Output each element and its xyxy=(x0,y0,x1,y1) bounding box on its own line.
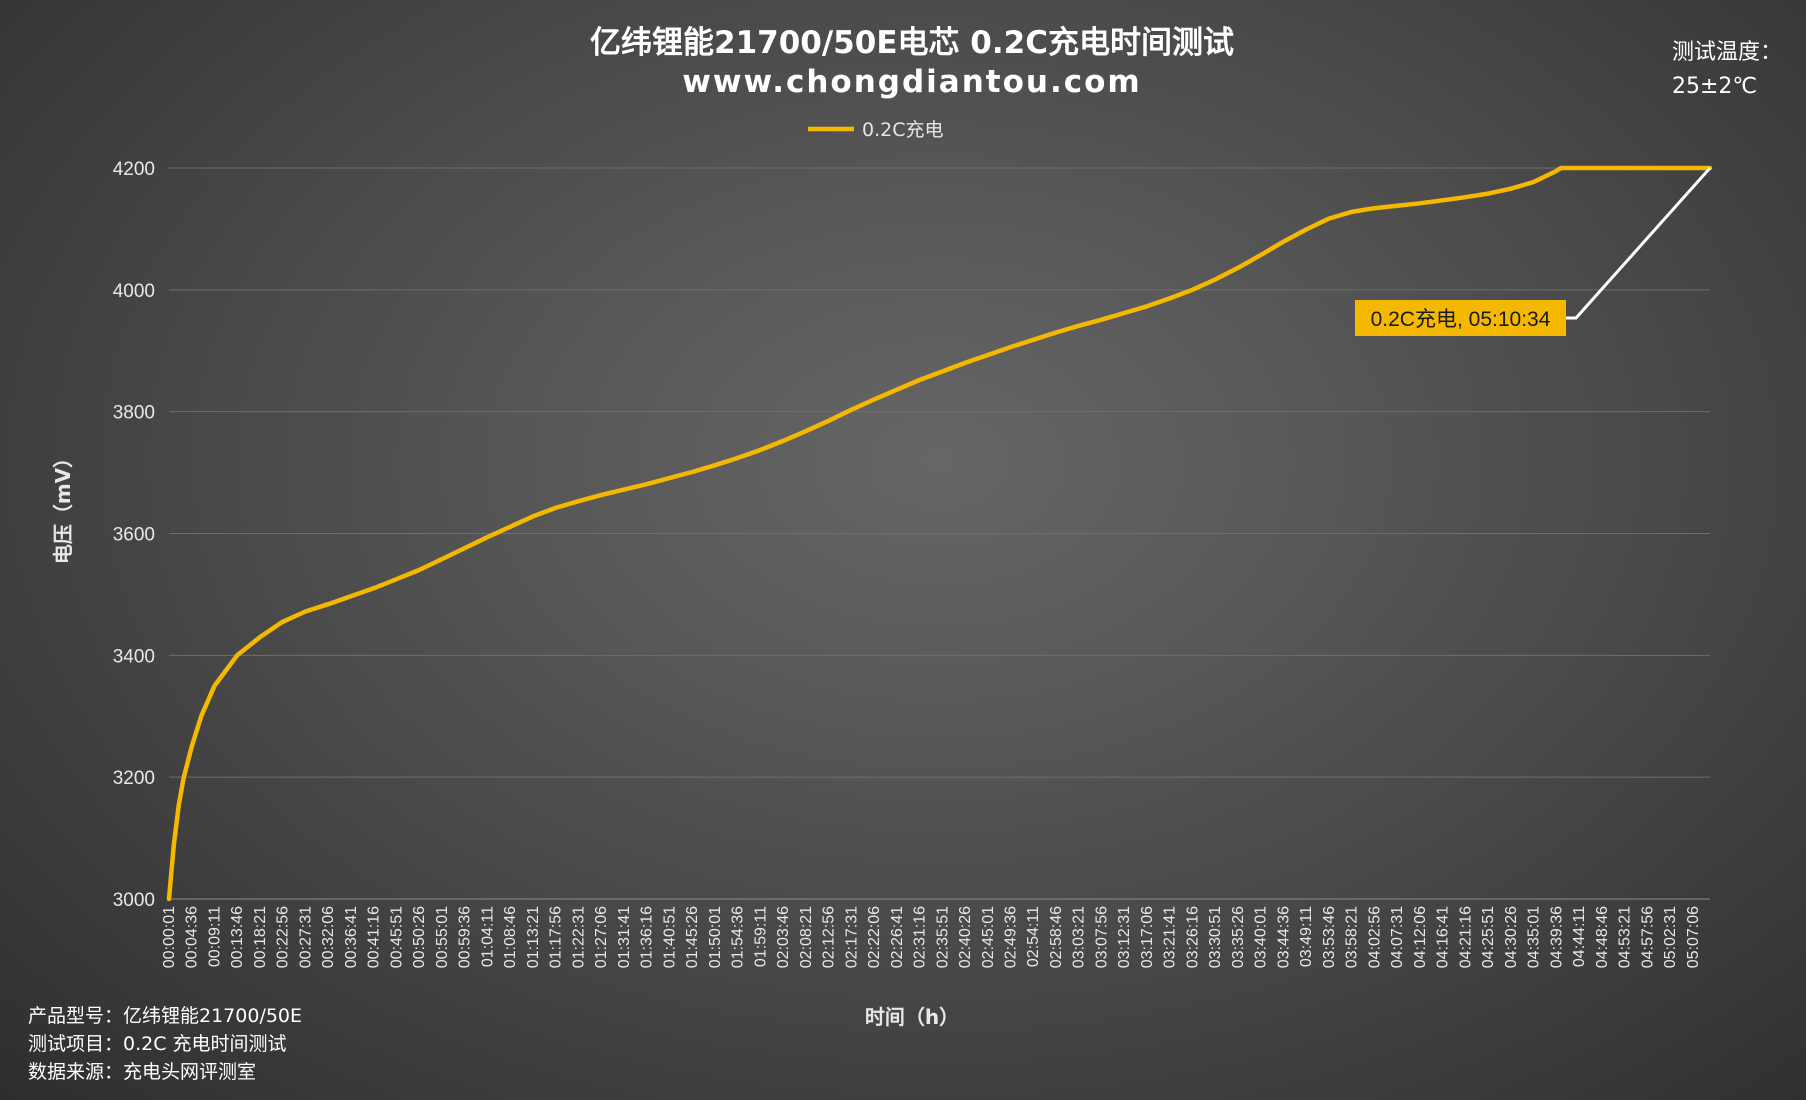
legend: 0.2C充电 xyxy=(808,119,943,141)
x-tick-label: 01:36:16 xyxy=(639,906,656,968)
x-tick-label: 03:30:51 xyxy=(1207,906,1224,968)
x-tick-label: 00:36:41 xyxy=(343,906,360,968)
x-axis-ticks: 00:00:01 00:04:36 00:09:11 00:13:46 00:18:21… xyxy=(161,906,1702,968)
x-tick-label: 03:49:11 xyxy=(1298,906,1315,967)
x-tick-label: 02:17:31 xyxy=(843,906,860,968)
x-tick-label: 03:12:31 xyxy=(1116,906,1133,968)
series-group xyxy=(166,165,1713,902)
x-tick-label: 03:44:36 xyxy=(1275,906,1292,968)
x-tick-label: 04:16:41 xyxy=(1435,906,1452,968)
x-tick-label: 04:07:31 xyxy=(1389,906,1406,968)
x-tick-label: 02:45:01 xyxy=(980,906,997,968)
x-tick-label: 01:59:11 xyxy=(752,906,769,967)
x-tick-label: 04:48:46 xyxy=(1594,906,1611,968)
x-tick-label: 01:50:01 xyxy=(707,906,724,968)
y-axis-label: 电压（mV） xyxy=(51,448,75,564)
footer-line-source: 数据来源：充电头网评测室 xyxy=(28,1061,256,1083)
x-tick-label: 00:41:16 xyxy=(366,906,383,968)
x-tick-label: 01:13:21 xyxy=(525,906,542,968)
x-tick-label: 00:45:51 xyxy=(388,906,405,968)
y-axis-ticks: 3000 3200 3400 3600 3800 4000 4200 xyxy=(113,159,155,911)
x-tick-label: 02:26:41 xyxy=(889,906,906,968)
x-tick-label: 04:44:11 xyxy=(1571,906,1588,967)
x-tick-label: 02:12:56 xyxy=(821,906,838,968)
callout-leader-line xyxy=(1566,167,1712,320)
legend-label: 0.2C充电 xyxy=(862,119,943,141)
x-tick-label: 02:40:26 xyxy=(957,906,974,968)
gridlines xyxy=(169,167,1710,778)
x-tick-label: 04:21:16 xyxy=(1457,906,1474,968)
x-tick-label: 03:07:56 xyxy=(1093,906,1110,968)
x-tick-label: 05:02:31 xyxy=(1662,906,1679,968)
x-tick-label: 00:59:36 xyxy=(457,906,474,968)
x-tick-label: 00:18:21 xyxy=(252,906,269,968)
x-tick-label: 04:39:36 xyxy=(1548,906,1565,968)
x-tick-label: 02:31:16 xyxy=(912,906,929,968)
y-tick-label: 3800 xyxy=(113,403,155,424)
x-tick-label: 00:55:01 xyxy=(434,906,451,968)
x-tick-label: 01:45:26 xyxy=(684,906,701,968)
x-tick-label: 00:32:06 xyxy=(320,906,337,968)
footer-info: 产品型号：亿纬锂能21700/50E 测试项目：0.2C 充电时间测试 数据来源… xyxy=(28,1005,302,1083)
x-tick-label: 02:08:21 xyxy=(798,906,815,968)
x-tick-label: 03:17:06 xyxy=(1139,906,1156,968)
y-tick-label: 3200 xyxy=(113,768,155,789)
y-tick-label: 4000 xyxy=(113,281,155,302)
callout-box xyxy=(1355,300,1566,336)
x-tick-label: 03:58:21 xyxy=(1344,906,1361,968)
x-tick-label: 02:22:06 xyxy=(866,906,883,968)
x-tick-label: 01:22:31 xyxy=(570,906,587,968)
x-tick-label: 01:54:36 xyxy=(730,906,747,968)
x-tick-label: 01:08:46 xyxy=(502,906,519,968)
x-tick-label: 02:03:46 xyxy=(775,906,792,968)
x-tick-label: 04:53:21 xyxy=(1617,906,1634,968)
x-tick-label: 00:27:31 xyxy=(297,906,314,968)
x-tick-label: 04:12:06 xyxy=(1412,906,1429,968)
x-tick-label: 05:07:06 xyxy=(1685,906,1702,968)
x-tick-label: 02:58:46 xyxy=(1048,906,1065,968)
footer-line-model: 产品型号：亿纬锂能21700/50E xyxy=(28,1005,302,1027)
chart-title: 亿纬锂能21700/50E电芯 0.2C充电时间测试 xyxy=(590,25,1234,61)
x-tick-label: 03:03:21 xyxy=(1071,906,1088,968)
temperature-label: 测试温度： xyxy=(1672,40,1782,65)
x-tick-label: 02:54:11 xyxy=(1025,906,1042,967)
x-tick-label: 01:04:11 xyxy=(479,906,496,967)
x-tick-label: 02:35:51 xyxy=(934,906,951,968)
x-tick-label: 03:21:41 xyxy=(1162,906,1179,968)
x-tick-label: 00:09:11 xyxy=(206,906,223,967)
x-tick-label: 03:26:16 xyxy=(1184,906,1201,968)
x-tick-label: 00:13:46 xyxy=(229,906,246,968)
x-tick-label: 04:25:51 xyxy=(1480,906,1497,968)
x-tick-label: 04:02:56 xyxy=(1366,906,1383,968)
x-tick-label: 01:31:41 xyxy=(616,906,633,968)
x-tick-label: 04:35:01 xyxy=(1526,906,1543,968)
x-tick-label: 03:35:26 xyxy=(1230,906,1247,968)
x-tick-label: 01:40:51 xyxy=(661,906,678,968)
x-tick-label: 04:30:26 xyxy=(1503,906,1520,968)
x-axis-label: 时间（h） xyxy=(865,1005,959,1029)
chart-subtitle: www.chongdiantou.com xyxy=(682,64,1141,100)
temperature-value: 25±2℃ xyxy=(1672,74,1757,99)
x-tick-label: 02:49:36 xyxy=(1003,906,1020,968)
x-tick-label: 00:22:56 xyxy=(275,906,292,968)
y-tick-label: 3600 xyxy=(113,525,155,546)
x-tick-label: 01:17:56 xyxy=(548,906,565,968)
y-tick-label: 3400 xyxy=(113,646,155,667)
x-tick-label: 04:57:56 xyxy=(1639,906,1656,968)
x-tick-label: 00:00:01 xyxy=(161,906,178,968)
x-tick-label: 01:27:06 xyxy=(593,906,610,968)
x-tick-label: 00:04:36 xyxy=(184,906,201,968)
x-tick-label: 00:50:26 xyxy=(411,906,428,968)
footer-line-test-item: 测试项目：0.2C 充电时间测试 xyxy=(28,1033,287,1055)
callout-label: 0.2C充电, 05:10:34 xyxy=(1371,308,1551,331)
x-tick-label: 03:53:46 xyxy=(1321,906,1338,968)
series-line-0 xyxy=(166,165,1713,902)
annotation-group: 0.2C充电, 05:10:34 xyxy=(1355,167,1712,336)
x-tick-label: 03:40:01 xyxy=(1253,906,1270,968)
y-tick-label: 3000 xyxy=(113,890,155,911)
y-tick-label: 4200 xyxy=(113,159,155,180)
